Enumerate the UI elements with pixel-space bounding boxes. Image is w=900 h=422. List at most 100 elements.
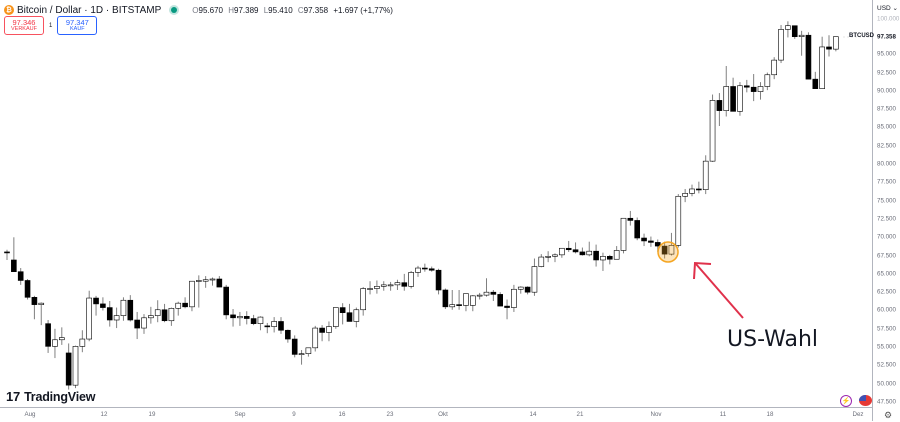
candle (86, 290, 92, 342)
candle (702, 155, 709, 195)
candle (346, 303, 353, 322)
bitcoin-logo-icon: ₿ (4, 5, 14, 15)
candle (791, 25, 798, 39)
candle (257, 316, 264, 331)
candle (120, 297, 127, 321)
price-axis[interactable] (872, 0, 900, 421)
candle (264, 322, 271, 334)
tradingview-logo[interactable]: 17 TradingView (6, 389, 95, 404)
price-tick-label: 90.000 (877, 87, 896, 95)
candle (237, 311, 243, 326)
currency-selector[interactable]: USD ⌄ (877, 5, 898, 12)
candle (805, 32, 812, 80)
candle (65, 343, 72, 390)
candle (785, 21, 791, 38)
time-tick-label: 19 (148, 411, 156, 418)
current-price-label: 97.358 (877, 33, 896, 41)
candle (45, 320, 51, 353)
high-value: 97.389 (234, 5, 259, 15)
price-tick-label: 80.000 (877, 160, 896, 168)
price-tick-label: 57.500 (877, 325, 896, 333)
candle (620, 217, 627, 254)
candle (209, 277, 216, 286)
candle (401, 273, 408, 291)
market-open-status-icon (171, 7, 178, 13)
time-tick-label: Aug (24, 411, 36, 418)
candle (730, 77, 736, 112)
time-tick-label: Nov (650, 411, 662, 418)
settings-gear-icon[interactable]: ⚙ (884, 410, 893, 420)
candle (812, 71, 819, 89)
candle (79, 330, 86, 353)
candle (305, 347, 312, 357)
chart-header: ₿ Bitcoin / Dollar · 1D · BITSTAMP O95.6… (4, 3, 393, 17)
candle (833, 36, 839, 52)
time-tick-label: 11 (719, 411, 727, 418)
buy-button[interactable]: 97.347 KAUF (57, 16, 98, 35)
candle (360, 287, 367, 316)
symbol-title[interactable]: Bitcoin / Dollar · 1D · BITSTAMP (17, 4, 162, 16)
price-tick-label: 82.500 (877, 142, 896, 150)
candle (743, 79, 750, 93)
price-tick-label: 75.000 (877, 197, 896, 205)
candle (271, 317, 277, 333)
candle (798, 30, 805, 56)
candle (332, 307, 339, 329)
us-flag-event-icon[interactable] (859, 395, 872, 406)
candlestick-chart[interactable] (0, 0, 872, 407)
time-axis[interactable] (0, 407, 872, 422)
close-value: 97.358 (303, 5, 329, 15)
candle (668, 232, 675, 256)
lightning-icon[interactable]: ⚡ (840, 395, 852, 407)
candle (586, 241, 593, 257)
candle (682, 188, 688, 203)
tradingview-mark-icon: 17 (6, 389, 21, 404)
sell-button[interactable]: 97.346 VERKAUF (4, 16, 44, 35)
price-tick-label: 50.000 (877, 380, 896, 388)
candle (113, 307, 120, 329)
time-tick-label: 14 (529, 411, 537, 418)
candle (545, 251, 551, 263)
price-tick-label: 87.500 (877, 105, 896, 113)
time-tick-label: 21 (576, 411, 584, 418)
time-tick-label: Dez (852, 411, 864, 418)
candle (737, 82, 743, 116)
candle (52, 328, 58, 359)
candle (593, 244, 599, 267)
time-tick-label: 16 (338, 411, 346, 418)
candle (161, 303, 168, 323)
candle (422, 263, 428, 272)
price-tick-label: 67.500 (877, 252, 896, 260)
price-tick-label: 60.000 (877, 306, 896, 314)
candle (394, 279, 401, 290)
candle (11, 237, 17, 272)
candle (154, 300, 161, 323)
candle (723, 65, 730, 117)
candle (339, 303, 346, 325)
candle (196, 275, 202, 308)
price-tick-label: 55.000 (877, 343, 896, 351)
candle (415, 265, 421, 277)
candle (750, 74, 757, 102)
time-tick-label: 9 (292, 411, 296, 418)
time-tick-label: 23 (386, 411, 394, 418)
price-tick-label: 62.500 (877, 288, 896, 296)
candle (476, 292, 483, 300)
candle (771, 57, 778, 80)
candle (278, 317, 284, 334)
candle (559, 247, 565, 258)
candle (312, 325, 319, 352)
price-tick-label: 100.000 (877, 15, 900, 23)
candle (285, 329, 291, 343)
candle (202, 276, 209, 288)
candle (291, 335, 298, 358)
candle (168, 307, 175, 326)
candle (189, 280, 195, 312)
candle (175, 301, 182, 316)
candle (148, 306, 154, 324)
price-tick-label: 92.500 (877, 69, 896, 77)
candle (572, 242, 579, 254)
candle (243, 311, 250, 325)
candle (216, 276, 223, 288)
candle (442, 288, 449, 310)
